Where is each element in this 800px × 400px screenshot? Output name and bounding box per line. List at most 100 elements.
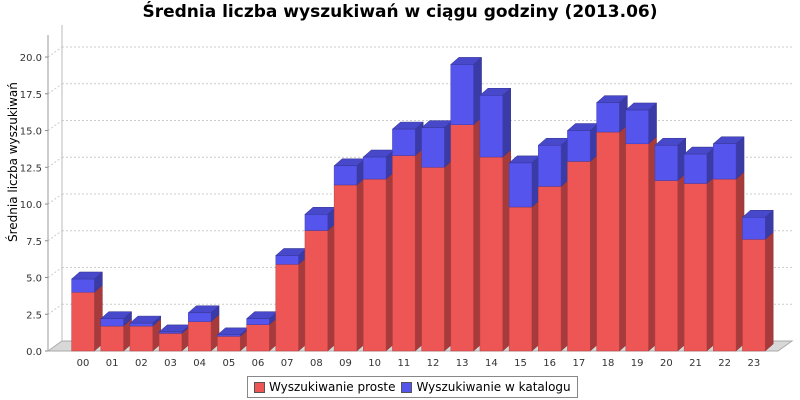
bar-simple — [654, 180, 678, 352]
bar-catalog — [683, 153, 708, 184]
bar-catalog — [304, 214, 328, 231]
bar-simple — [246, 324, 270, 352]
legend-label-simple: Wyszukiwanie proste — [269, 380, 396, 394]
x-tick-label: 15 — [514, 358, 527, 369]
bar-catalog — [363, 156, 387, 180]
y-tick-label: 20.0 — [20, 53, 42, 64]
bar-simple — [100, 325, 124, 352]
x-tick-label: 02 — [135, 358, 148, 369]
bar-catalog-top — [654, 137, 687, 146]
bar-catalog — [508, 162, 533, 208]
bar-simple — [129, 325, 153, 352]
bar-catalog — [654, 144, 678, 181]
chart-title: Średnia liczba wyszukiwań w ciągu godzin… — [142, 2, 658, 22]
x-tick-label: 14 — [485, 358, 498, 369]
bar-catalog — [596, 102, 620, 133]
x-tick-label: 21 — [689, 358, 702, 369]
bar-catalog — [100, 318, 124, 327]
bar-catalog — [392, 128, 416, 156]
bar-catalog-top — [70, 271, 104, 280]
bar-catalog — [450, 64, 474, 125]
bar-simple — [392, 155, 416, 352]
bar-catalog — [421, 127, 445, 168]
x-tick-label: 08 — [310, 358, 323, 369]
x-tick-label: 07 — [281, 358, 294, 369]
x-tick-label: 19 — [631, 358, 644, 369]
bar-catalog-top — [625, 102, 658, 111]
bar-catalog — [713, 143, 737, 180]
legend: Wyszukiwanie proste Wyszukiwanie w katal… — [247, 376, 578, 398]
x-tick-label: 05 — [222, 358, 235, 369]
bar-catalog — [538, 144, 562, 187]
bar-catalog-top — [187, 305, 220, 314]
y-tick-label: 2.5 — [26, 310, 42, 321]
bar-catalog-top — [450, 57, 483, 65]
y-tick-label: 5.0 — [26, 274, 42, 285]
y-tick-label: 12.5 — [20, 163, 42, 174]
legend-item-simple: Wyszukiwanie proste — [254, 380, 395, 394]
x-tick-label: 20 — [660, 358, 673, 369]
bar-catalog — [742, 217, 766, 240]
bar-catalog-top — [595, 95, 629, 103]
legend-swatch-simple — [254, 381, 265, 393]
y-tick-label: 15.0 — [20, 127, 42, 138]
x-tick-label: 06 — [252, 358, 265, 369]
bar-catalog — [71, 278, 95, 293]
x-tick-label: 10 — [368, 358, 381, 369]
bar-catalog — [567, 130, 591, 162]
bar-simple — [304, 230, 328, 352]
x-tick-label: 22 — [718, 358, 731, 369]
y-axis-label: Średnia liczba wyszukiwań — [6, 82, 20, 242]
bar-simple — [421, 167, 445, 352]
bar-simple — [538, 186, 562, 352]
bar-simple — [217, 336, 241, 352]
y-tick-label: 7.5 — [26, 237, 42, 248]
bar-catalog — [333, 165, 358, 186]
bar-simple — [363, 178, 387, 352]
legend-label-catalog: Wyszukiwanie w katalogu — [416, 380, 571, 394]
bar-simple — [188, 321, 212, 352]
bar-catalog-top — [741, 210, 774, 218]
x-tick-label: 12 — [427, 358, 440, 369]
gridline-depth — [47, 230, 63, 242]
bar-catalog-top — [712, 136, 745, 145]
x-tick-label: 03 — [164, 358, 177, 369]
x-tick-label: 13 — [456, 358, 469, 369]
bar-simple — [625, 143, 649, 352]
y-tick-label: 10.0 — [20, 200, 42, 211]
legend-item-catalog: Wyszukiwanie w katalogu — [401, 380, 571, 394]
x-tick-label: 09 — [339, 358, 352, 369]
x-tick-label: 00 — [77, 358, 90, 369]
bar-catalog-side — [502, 87, 511, 158]
x-tick-label: 16 — [543, 358, 556, 369]
y-tick-label: 17.5 — [20, 90, 42, 101]
bar-simple — [713, 178, 737, 352]
gridline-depth — [47, 120, 63, 131]
bar-catalog-top — [129, 315, 162, 324]
bar-simple — [742, 239, 766, 352]
gridline-depth — [47, 193, 63, 205]
bar-simple-side — [764, 231, 774, 352]
bar-catalog — [275, 255, 299, 265]
x-tick-label: 18 — [602, 358, 615, 369]
bar-simple — [275, 264, 299, 352]
bar-catalog — [625, 109, 649, 145]
y-tick-label: 0.0 — [26, 347, 42, 358]
bar-simple — [596, 131, 620, 352]
bar-catalog-top — [391, 121, 424, 130]
bar-catalog — [129, 322, 153, 327]
bar-catalog — [188, 312, 212, 322]
bar-catalog — [479, 95, 503, 158]
bar-catalog — [246, 318, 270, 325]
bar-simple — [683, 183, 708, 352]
bar-simple — [508, 206, 533, 352]
x-tick-label: 11 — [397, 358, 410, 369]
bar-simple — [450, 124, 474, 352]
gridline-depth — [47, 267, 63, 278]
bar-simple — [333, 184, 358, 352]
x-tick-label: 04 — [193, 358, 206, 369]
bar-simple — [71, 291, 95, 352]
gridline-depth — [47, 156, 63, 168]
bar-simple — [567, 161, 591, 352]
